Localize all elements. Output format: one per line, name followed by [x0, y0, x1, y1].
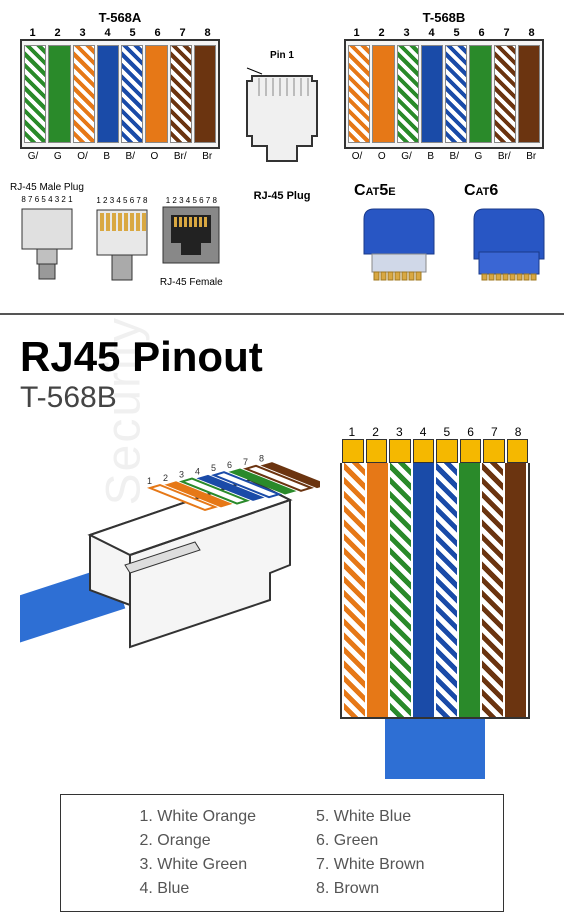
- pin1-label: Pin 1: [237, 50, 327, 61]
- bottom-section: RJ45 Pinout T-568B 12345678 12345678: [0, 323, 564, 922]
- rj45-male-front: 1 2 3 4 5 6 7 8: [92, 182, 152, 287]
- cat5e-label: Cat5e: [354, 182, 444, 200]
- cable-stub: [385, 719, 485, 779]
- rj45-male-back: RJ-45 Male Plug 8 7 6 5 4 3 2 1: [10, 182, 84, 286]
- legend-right: 5. White Blue6. Green7. White Brown8. Br…: [316, 805, 424, 901]
- t568a-labels: G/GO/BB/OBr/Br: [20, 151, 220, 162]
- svg-text:3: 3: [179, 470, 184, 480]
- big-connector: [340, 439, 530, 719]
- t568b-pin-numbers: 12345678: [344, 27, 544, 39]
- t568a-title: T-568A: [20, 10, 220, 25]
- isometric-plug: 1 2 3 4 5 6 7 8: [20, 425, 320, 779]
- big-pinout: 12345678: [340, 425, 530, 779]
- t568b-connector: [344, 39, 544, 149]
- svg-text:7: 7: [243, 457, 248, 467]
- big-wires: [340, 463, 530, 719]
- main-title: RJ45 Pinout: [20, 333, 544, 381]
- cat5e-icon: [354, 204, 444, 284]
- t568a-connector: [20, 39, 220, 149]
- t568b-title: T-568B: [344, 10, 544, 25]
- t568a-pin-numbers: 12345678: [20, 27, 220, 39]
- male-front-icon: [92, 205, 152, 285]
- svg-text:8: 8: [259, 454, 264, 464]
- female-label: RJ-45 Female: [160, 277, 223, 288]
- sub-title: T-568B: [20, 381, 544, 415]
- female-nums: 1 2 3 4 5 6 7 8: [160, 196, 223, 205]
- t568a-block: T-568A 12345678 G/GO/BB/OBr/Br: [20, 10, 220, 162]
- rj45-plug-label: RJ-45 Plug: [237, 190, 327, 202]
- cat6-icon: [464, 204, 554, 284]
- male-label: RJ-45 Male Plug: [10, 182, 84, 193]
- color-legend: 1. White Orange2. Orange3. White Green4.…: [60, 794, 504, 912]
- cat5e-block: Cat5e: [354, 182, 444, 289]
- section-divider: [0, 313, 564, 315]
- rj45-plug-center: Pin 1 RJ-45 Plug: [237, 50, 327, 202]
- cat-plugs: Cat5e Cat6: [354, 182, 554, 289]
- male-front-nums: 1 2 3 4 5 6 7 8: [92, 196, 152, 205]
- gold-pins: [340, 439, 530, 463]
- svg-text:4: 4: [195, 466, 200, 476]
- cat6-label: Cat6: [464, 182, 554, 200]
- male-back-icon: [17, 204, 77, 284]
- legend-left: 1. White Orange2. Orange3. White Green4.…: [140, 805, 257, 901]
- t568b-labels: O/OG/BB/GBr/Br: [344, 151, 544, 162]
- iso-plug-icon: 1 2 3 4 5 6 7 8: [20, 425, 320, 655]
- t568b-block: T-568B 12345678 O/OG/BB/GBr/Br: [344, 10, 544, 162]
- top-pinouts: T-568A 12345678 G/GO/BB/OBr/Br Pin 1 RJ-…: [0, 0, 564, 167]
- svg-text:2: 2: [163, 473, 168, 483]
- svg-text:5: 5: [211, 463, 216, 473]
- rj45-plug-icon: [237, 61, 327, 181]
- male-back-nums: 8 7 6 5 4 3 2 1: [10, 195, 84, 204]
- svg-text:1: 1: [147, 476, 152, 486]
- cat6-block: Cat6: [464, 182, 554, 289]
- rj45-female: 1 2 3 4 5 6 7 8 RJ-45 Female: [160, 182, 223, 290]
- big-pin-numbers: 12345678: [340, 425, 530, 439]
- female-icon: [161, 205, 221, 275]
- svg-text:6: 6: [227, 460, 232, 470]
